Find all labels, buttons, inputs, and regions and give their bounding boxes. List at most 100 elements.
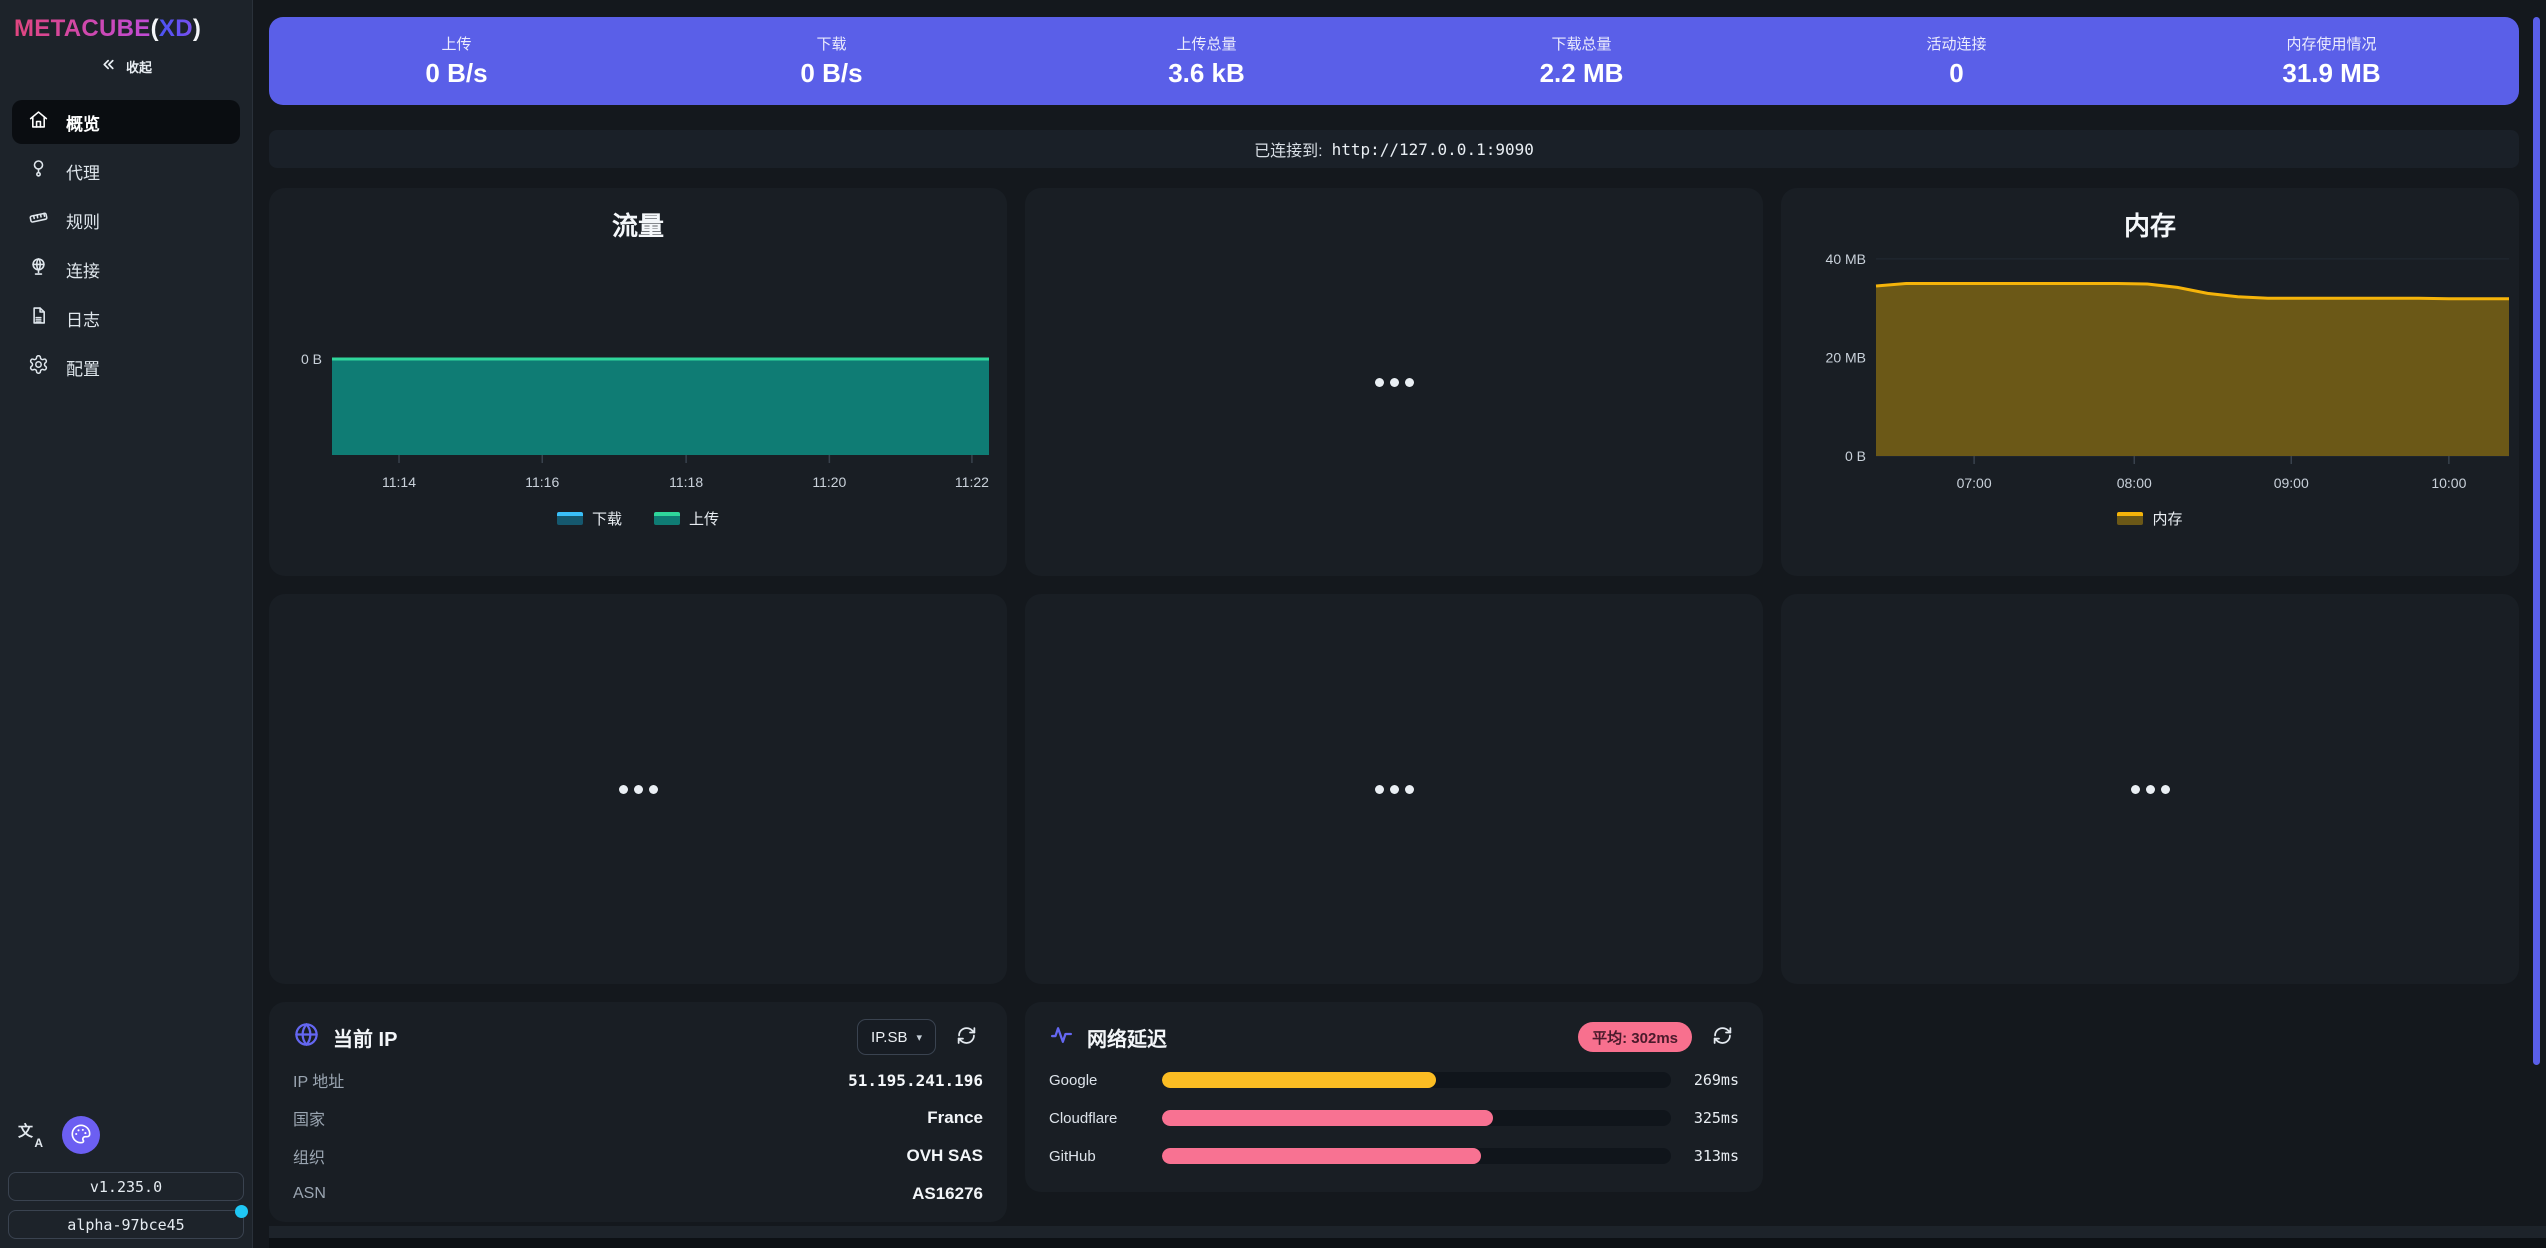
svg-text:07:00: 07:00 (1957, 475, 1992, 491)
svg-text:0 B: 0 B (301, 351, 322, 367)
build-button[interactable]: alpha-97bce45 (8, 1205, 248, 1239)
loading-card (1025, 188, 1763, 576)
dashboard-grid: 流量 0 B 11:14 11:16 11:18 11:20 11:22 下载 上传 内存… (269, 188, 2519, 1222)
traffic-chart-legend: 下载 上传 (269, 508, 1007, 529)
memory-chart-title: 内存 (2123, 211, 2176, 241)
svg-text:08:00: 08:00 (2117, 475, 2152, 491)
memory-chart: 40 MB 20 MB 0 B 07:00 08:00 09:00 10:00 (1826, 251, 2509, 491)
chevron-down-icon: ▾ (916, 1031, 922, 1044)
version-button[interactable]: v1.235.0 (8, 1172, 244, 1201)
logs-icon (28, 305, 49, 331)
loading-dots-icon (1374, 377, 1414, 387)
sidebar-item-overview[interactable]: 概览 (12, 100, 240, 144)
traffic-chart-title: 流量 (611, 211, 664, 241)
chevrons-left-icon (100, 56, 117, 76)
logo-primary: METACUBE (14, 15, 151, 42)
app-logo: METACUBE(XD) (14, 15, 202, 42)
palette-icon (70, 1123, 92, 1148)
stat-active-connections: 活动连接 0 (1926, 36, 1987, 88)
horizontal-scrollbar-track[interactable] (269, 1226, 2546, 1238)
refresh-icon (1712, 1025, 1733, 1049)
legend-item-memory[interactable]: 内存 (2117, 508, 2183, 529)
svg-text:20 MB: 20 MB (1826, 349, 1866, 365)
latency-bar-fill (1162, 1110, 1493, 1126)
ip-provider-dropdown[interactable]: IP.SB ▾ (857, 1019, 936, 1055)
home-icon (28, 109, 49, 135)
latency-bar-fill (1162, 1148, 1481, 1164)
svg-text:10:00: 10:00 (2431, 475, 2466, 491)
stat-download-total: 下载总量 2.2 MB (1539, 36, 1624, 88)
theme-button[interactable] (62, 1116, 100, 1154)
main-content: 上传 0 B/s 下载 0 B/s 上传总量 3.6 kB 下载总量 2.2 M… (253, 0, 2546, 1248)
sidebar-item-config[interactable]: 配置 (12, 345, 240, 389)
memory-chart-card: 内存 40 MB 20 MB 0 B 07:00 08:00 09:00 10:00 内存 (1781, 188, 2519, 576)
latency-bar-track (1162, 1072, 1671, 1088)
svg-text:11:22: 11:22 (955, 474, 989, 490)
memory-chart-legend: 内存 (1781, 508, 2519, 529)
svg-text:09:00: 09:00 (2274, 475, 2309, 491)
network-latency-card: 网络延迟 平均: 302ms Google 269ms Cloudflare 3… (1025, 1002, 1763, 1192)
globe-icon (293, 1021, 320, 1053)
latency-average-badge: 平均: 302ms (1578, 1022, 1692, 1052)
latency-bar-track (1162, 1110, 1671, 1126)
svg-text:11:18: 11:18 (669, 474, 703, 490)
stat-upload-speed: 上传 0 B/s (425, 36, 488, 88)
loading-card (1781, 594, 2519, 984)
svg-text:11:16: 11:16 (525, 474, 559, 490)
connection-status-label: 已连接到: (1254, 143, 1323, 160)
proxies-icon (28, 158, 49, 184)
legend-item-upload[interactable]: 上传 (654, 508, 719, 529)
stats-bar: 上传 0 B/s 下载 0 B/s 上传总量 3.6 kB 下载总量 2.2 M… (269, 17, 2519, 105)
sidebar-item-connections[interactable]: 连接 (12, 247, 240, 291)
latency-row: Google 269ms (1049, 1071, 1739, 1089)
sidebar-item-logs[interactable]: 日志 (12, 296, 240, 340)
loading-card (269, 594, 1007, 984)
sidebar: METACUBE(XD) 收起 概览 代理 规则 连接 日志 配置 (0, 0, 253, 1248)
current-ip-title: 当前 IP (333, 1028, 398, 1051)
connections-icon (28, 256, 49, 282)
latency-refresh-button[interactable] (1705, 1020, 1739, 1054)
svg-text:11:20: 11:20 (812, 474, 846, 490)
download-swatch (556, 512, 583, 525)
sidebar-item-rules[interactable]: 规则 (12, 198, 240, 242)
stat-upload-total: 上传总量 3.6 kB (1168, 36, 1245, 88)
connection-status-bar: 已连接到: http://127.0.0.1:9090 (269, 130, 2519, 168)
svg-text:0 B: 0 B (1845, 448, 1866, 464)
current-ip-card: 当前 IP IP.SB ▾ IP 地址 51.195.241.196 国家 Fr… (269, 1002, 1007, 1222)
connection-url: http://127.0.0.1:9090 (1331, 139, 1534, 159)
svg-text:40 MB: 40 MB (1826, 251, 1866, 267)
ip-row-asn: ASN AS16276 (293, 1184, 983, 1203)
latency-bar-fill (1162, 1072, 1436, 1088)
latency-title: 网络延迟 (1087, 1028, 1167, 1051)
latency-row: Cloudflare 325ms (1049, 1109, 1739, 1127)
loading-card (1025, 594, 1763, 984)
traffic-chart: 0 B 11:14 11:16 11:18 11:20 11:22 (301, 351, 989, 490)
ip-refresh-button[interactable] (949, 1020, 983, 1054)
upload-swatch (654, 512, 680, 525)
refresh-icon (956, 1025, 977, 1049)
logo-accent: XD (158, 15, 193, 42)
legend-item-download[interactable]: 下载 (556, 508, 622, 529)
latency-bar-track (1162, 1148, 1671, 1164)
settings-icon (28, 354, 49, 380)
loading-dots-icon (1374, 784, 1414, 794)
rules-icon (28, 207, 49, 233)
svg-text:11:14: 11:14 (382, 474, 416, 490)
traffic-chart-card: 流量 0 B 11:14 11:16 11:18 11:20 11:22 下载 上传 (269, 188, 1007, 576)
loading-dots-icon (2130, 784, 2170, 794)
activity-icon (1049, 1022, 1074, 1052)
bottom-edge (269, 1238, 2546, 1248)
stat-memory-usage: 内存使用情况 31.9 MB (2282, 36, 2381, 88)
ip-row-organization: 组织 OVH SAS (293, 1146, 983, 1167)
latency-row: GitHub 313ms (1049, 1147, 1739, 1165)
update-badge-dot (235, 1205, 248, 1218)
ip-row-country: 国家 France (293, 1108, 983, 1129)
sidebar-nav: 概览 代理 规则 连接 日志 配置 (0, 85, 252, 389)
vertical-scrollbar-thumb[interactable] (2533, 17, 2540, 1065)
loading-dots-icon (618, 784, 658, 794)
sidebar-collapse-button[interactable]: 收起 (0, 47, 252, 85)
sidebar-item-proxies[interactable]: 代理 (12, 149, 240, 193)
ip-row-address: IP 地址 51.195.241.196 (293, 1070, 983, 1092)
